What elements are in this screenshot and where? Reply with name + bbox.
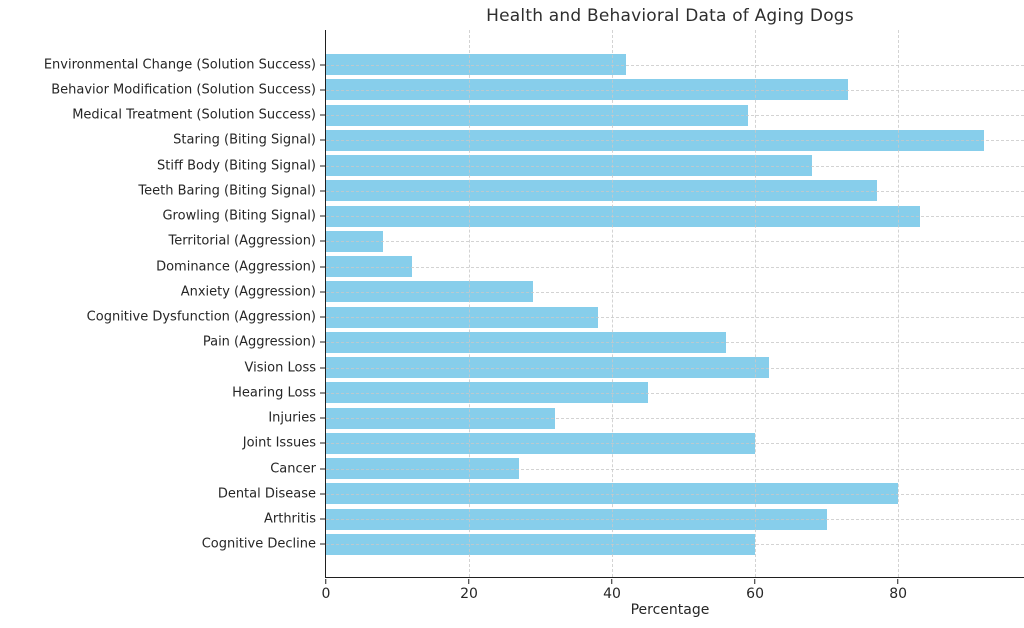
category-label: Injuries [268, 410, 316, 426]
bar [326, 407, 555, 429]
y-tick-mark [320, 518, 325, 520]
bar [326, 533, 756, 555]
y-tick-mark [320, 215, 325, 217]
y-tick-mark [320, 367, 325, 369]
bar [326, 432, 756, 454]
category-label: Territorial (Aggression) [168, 233, 316, 249]
x-tick-label: 0 [321, 586, 331, 602]
category-label: Cognitive Dysfunction (Aggression) [86, 309, 316, 325]
y-tick-mark [320, 316, 325, 318]
y-tick-mark [320, 291, 325, 293]
bar [326, 54, 627, 76]
bar-row: Staring (Biting Signal) [173, 128, 1024, 153]
bar-row: Anxiety (Aggression) [181, 279, 1024, 304]
plot-area: Environmental Change (Solution Success) B… [44, 30, 1024, 602]
bar-row: Hearing Loss [232, 380, 1024, 405]
bar-row: Growling (Biting Signal) [162, 204, 1024, 229]
bar-row: Cognitive Dysfunction (Aggression) [87, 305, 1024, 330]
bar [326, 155, 813, 177]
bar-row: Dominance (Aggression) [156, 254, 1024, 279]
y-tick-mark [320, 341, 325, 343]
x-tick-label: 60 [746, 586, 765, 602]
bar-row: Cancer [270, 456, 1024, 481]
bar [326, 458, 520, 480]
category-label: Cancer [270, 461, 316, 477]
y-tick-mark [320, 442, 325, 444]
x-tick-label: 40 [603, 586, 621, 602]
category-label: Staring (Biting Signal) [173, 132, 316, 148]
bar-row: Territorial (Aggression) [169, 229, 1024, 254]
x-tick-label: 20 [460, 586, 478, 602]
bar [326, 306, 598, 328]
bar [326, 104, 748, 126]
bar-row: Teeth Baring (Biting Signal) [138, 178, 1024, 203]
bar-row: Behavior Modification (Solution Success) [51, 77, 1024, 102]
x-axis-label: Percentage [630, 602, 710, 618]
y-tick-mark [320, 139, 325, 141]
bar [326, 357, 770, 379]
bar-row: Environmental Change (Solution Success) [44, 52, 1024, 77]
y-tick-mark [320, 114, 325, 116]
y-tick-mark [320, 493, 325, 495]
bar [326, 180, 877, 202]
bar [326, 230, 384, 252]
y-tick-mark [320, 392, 325, 394]
y-tick-mark [320, 468, 325, 470]
bar-row: Pain (Aggression) [203, 330, 1024, 355]
bar [326, 508, 827, 530]
category-label: Growling (Biting Signal) [162, 208, 316, 224]
category-label: Stiff Body (Biting Signal) [157, 158, 316, 174]
category-label: Environmental Change (Solution Success) [43, 57, 316, 73]
bar [326, 483, 899, 505]
category-label: Teeth Baring (Biting Signal) [138, 183, 316, 199]
category-label: Vision Loss [244, 360, 316, 376]
category-label: Dominance (Aggression) [156, 259, 316, 275]
x-tick-mark [468, 579, 470, 584]
category-label: Cognitive Decline [201, 536, 316, 552]
x-tick-mark [611, 579, 613, 584]
bar-row: Stiff Body (Biting Signal) [157, 153, 1024, 178]
bar [326, 281, 534, 303]
category-label: Behavior Modification (Solution Success) [51, 82, 316, 98]
bar-row: Medical Treatment (Solution Success) [72, 103, 1024, 128]
bar-row: Joint Issues [243, 431, 1024, 456]
bar [326, 205, 920, 227]
bar [326, 129, 984, 151]
y-tick-mark [320, 165, 325, 167]
category-label: Anxiety (Aggression) [180, 284, 316, 300]
category-label: Hearing Loss [232, 385, 316, 401]
bar [326, 331, 727, 353]
bar-row: Arthritis [264, 507, 1024, 532]
category-label: Joint Issues [242, 435, 316, 451]
y-tick-mark [320, 89, 325, 91]
category-label: Arthritis [263, 511, 316, 527]
y-gridline [326, 266, 1024, 268]
bar-row: Dental Disease [218, 481, 1024, 506]
bar [326, 382, 648, 404]
category-label: Medical Treatment (Solution Success) [72, 107, 316, 123]
bar-row: Cognitive Decline [202, 532, 1024, 557]
x-tick-mark [754, 579, 756, 584]
bar-row: Injuries [268, 406, 1024, 431]
bar [326, 256, 412, 278]
x-tick-label: 80 [889, 586, 908, 602]
category-label: Pain (Aggression) [202, 334, 316, 350]
bar-rows: Environmental Change (Solution Success) B… [44, 30, 1024, 577]
bar-row: Vision Loss [245, 355, 1024, 380]
x-tick-mark [325, 579, 327, 584]
y-tick-mark [320, 543, 325, 545]
category-label: Dental Disease [217, 486, 316, 502]
chart-title: Health and Behavioral Data of Aging Dogs [486, 6, 854, 26]
y-tick-mark [320, 417, 325, 419]
bar [326, 79, 849, 101]
y-gridline [326, 241, 1024, 243]
x-tick-mark [897, 579, 899, 584]
y-tick-mark [320, 266, 325, 268]
y-tick-mark [320, 64, 325, 66]
y-tick-mark [320, 240, 325, 242]
y-tick-mark [320, 190, 325, 192]
